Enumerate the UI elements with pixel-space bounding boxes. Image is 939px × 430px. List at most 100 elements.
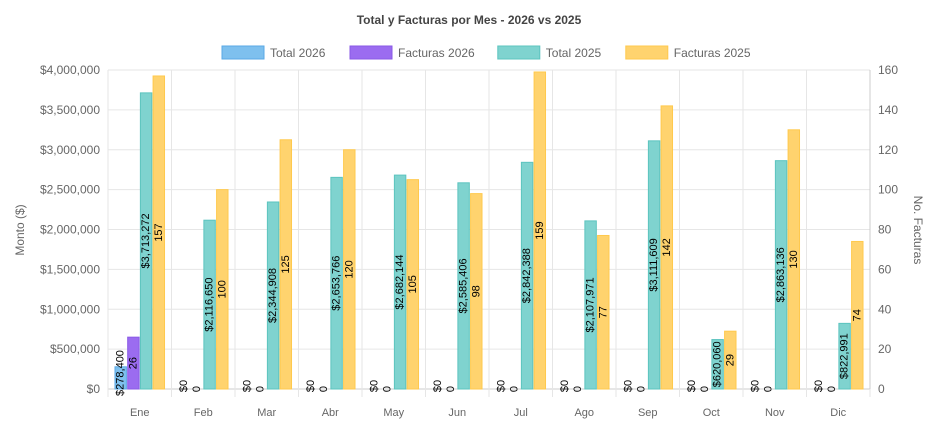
- data-label: 105: [407, 275, 419, 293]
- y-left-axis-title: Monto ($): [13, 204, 27, 255]
- x-tick-label: Mar: [257, 407, 276, 419]
- y-left-tick-label: $2,500,000: [40, 183, 100, 197]
- bar[interactable]: [787, 129, 801, 390]
- bar[interactable]: [851, 240, 864, 390]
- y-left-tick-label: $500,000: [50, 342, 100, 356]
- bar[interactable]: [152, 75, 166, 390]
- x-tick-label: Dic: [830, 407, 846, 419]
- data-label: 0: [699, 386, 711, 392]
- data-label: $0: [242, 380, 254, 392]
- x-tick-label: Oct: [703, 407, 720, 419]
- y-right-axis-title: No. Facturas: [911, 196, 925, 265]
- data-label: $2,682,144: [394, 255, 406, 310]
- data-label: 0: [254, 386, 266, 392]
- data-label: 0: [445, 386, 457, 392]
- data-label: $2,653,766: [331, 256, 343, 311]
- bar[interactable]: [343, 149, 356, 390]
- bar[interactable]: [838, 322, 851, 390]
- bar[interactable]: [203, 219, 216, 390]
- bar[interactable]: [660, 105, 674, 390]
- x-tick-label: Abr: [322, 407, 339, 419]
- y-right-tick-label: 100: [878, 183, 898, 197]
- x-tick-label: Sep: [638, 407, 658, 419]
- data-label: 157: [153, 223, 165, 241]
- bar[interactable]: [266, 201, 280, 390]
- bar[interactable]: [597, 234, 610, 390]
- x-tick-label: Ene: [130, 407, 150, 419]
- bar[interactable]: [279, 139, 293, 390]
- data-label: 0: [635, 386, 647, 392]
- legend-label: Facturas 2025: [674, 46, 751, 60]
- legend-label: Facturas 2026: [398, 46, 475, 60]
- y-right-tick-label: 160: [878, 63, 898, 77]
- data-label: $822,991: [839, 333, 851, 379]
- data-label: $2,107,971: [585, 277, 597, 332]
- bar[interactable]: [774, 160, 788, 390]
- data-label: $2,585,406: [458, 258, 470, 313]
- bar[interactable]: [711, 339, 724, 390]
- data-label: 0: [508, 386, 520, 392]
- data-label: $3,111,609: [648, 238, 660, 291]
- y-left-tick-label: $3,000,000: [40, 143, 100, 157]
- y-right-tick-label: 60: [878, 262, 892, 276]
- legend-item[interactable]: Facturas 2025: [625, 45, 751, 60]
- legend-swatch: [221, 45, 265, 60]
- data-label: $2,116,650: [204, 277, 216, 331]
- data-label: 0: [762, 386, 774, 392]
- y-right-tick-label: 120: [878, 143, 898, 157]
- data-label: 0: [826, 386, 838, 392]
- bar[interactable]: [393, 174, 407, 390]
- data-labels: $278,400 $0 $0 $0 $0 $0 $0 $0 $0 $0 $0 $0 26 0 0 0 0 0 0 0 0…: [115, 213, 864, 396]
- bar[interactable]: [114, 366, 127, 390]
- bar[interactable]: [724, 330, 737, 390]
- y-left-tick-label: $0: [87, 382, 101, 396]
- legend: Total 2026 Facturas 2026 Total 2025 Factura…: [221, 45, 751, 60]
- data-label: 100: [216, 280, 228, 298]
- data-label: 0: [572, 386, 584, 392]
- y-left-tick-label: $4,000,000: [40, 63, 100, 77]
- x-tick-label: Ago: [574, 407, 594, 419]
- data-label: $620,060: [712, 341, 724, 387]
- data-label: $278,400: [115, 350, 127, 396]
- data-label: 0: [191, 386, 203, 392]
- bar[interactable]: [127, 336, 140, 390]
- data-label: 29: [724, 354, 736, 366]
- bar[interactable]: [139, 92, 153, 390]
- data-label: 74: [851, 309, 863, 321]
- data-label: 0: [381, 386, 393, 392]
- data-label: $0: [496, 380, 508, 392]
- data-label: 159: [534, 221, 546, 239]
- bar[interactable]: [584, 220, 597, 390]
- bar[interactable]: [470, 193, 483, 390]
- data-label: $0: [369, 380, 381, 392]
- y-left-tick-label: $3,500,000: [40, 103, 100, 117]
- legend-item[interactable]: Total 2025: [497, 45, 602, 60]
- y-left-tick-label: $1,000,000: [40, 302, 100, 316]
- data-label: $2,863,136: [775, 247, 787, 302]
- bar[interactable]: [520, 161, 534, 390]
- x-tick-label: Jun: [448, 407, 466, 419]
- data-label: 26: [127, 357, 139, 369]
- data-label: $0: [305, 380, 317, 392]
- bar[interactable]: [216, 189, 229, 390]
- y-left-tick-label: $2,000,000: [40, 223, 100, 237]
- y-right-tick-label: 40: [878, 302, 892, 316]
- bar[interactable]: [647, 140, 661, 390]
- data-label: 98: [470, 285, 482, 297]
- legend-item[interactable]: Facturas 2026: [349, 45, 475, 60]
- x-tick-label: Feb: [194, 407, 213, 419]
- bar[interactable]: [406, 179, 420, 390]
- data-label: 130: [788, 250, 800, 268]
- bar[interactable]: [330, 176, 343, 390]
- axes: $0 $500,000 $1,000,000 $1,500,000 $2,000,000…: [40, 63, 898, 419]
- legend-swatch: [497, 45, 541, 60]
- bar[interactable]: [533, 71, 547, 390]
- y-right-tick-label: 20: [878, 342, 892, 356]
- legend-label: Total 2025: [546, 46, 602, 60]
- y-right-tick-label: 0: [878, 382, 885, 396]
- legend-item[interactable]: Total 2026: [221, 45, 326, 60]
- data-label: $0: [686, 380, 698, 392]
- bar[interactable]: [457, 182, 470, 390]
- data-label: $0: [432, 380, 444, 392]
